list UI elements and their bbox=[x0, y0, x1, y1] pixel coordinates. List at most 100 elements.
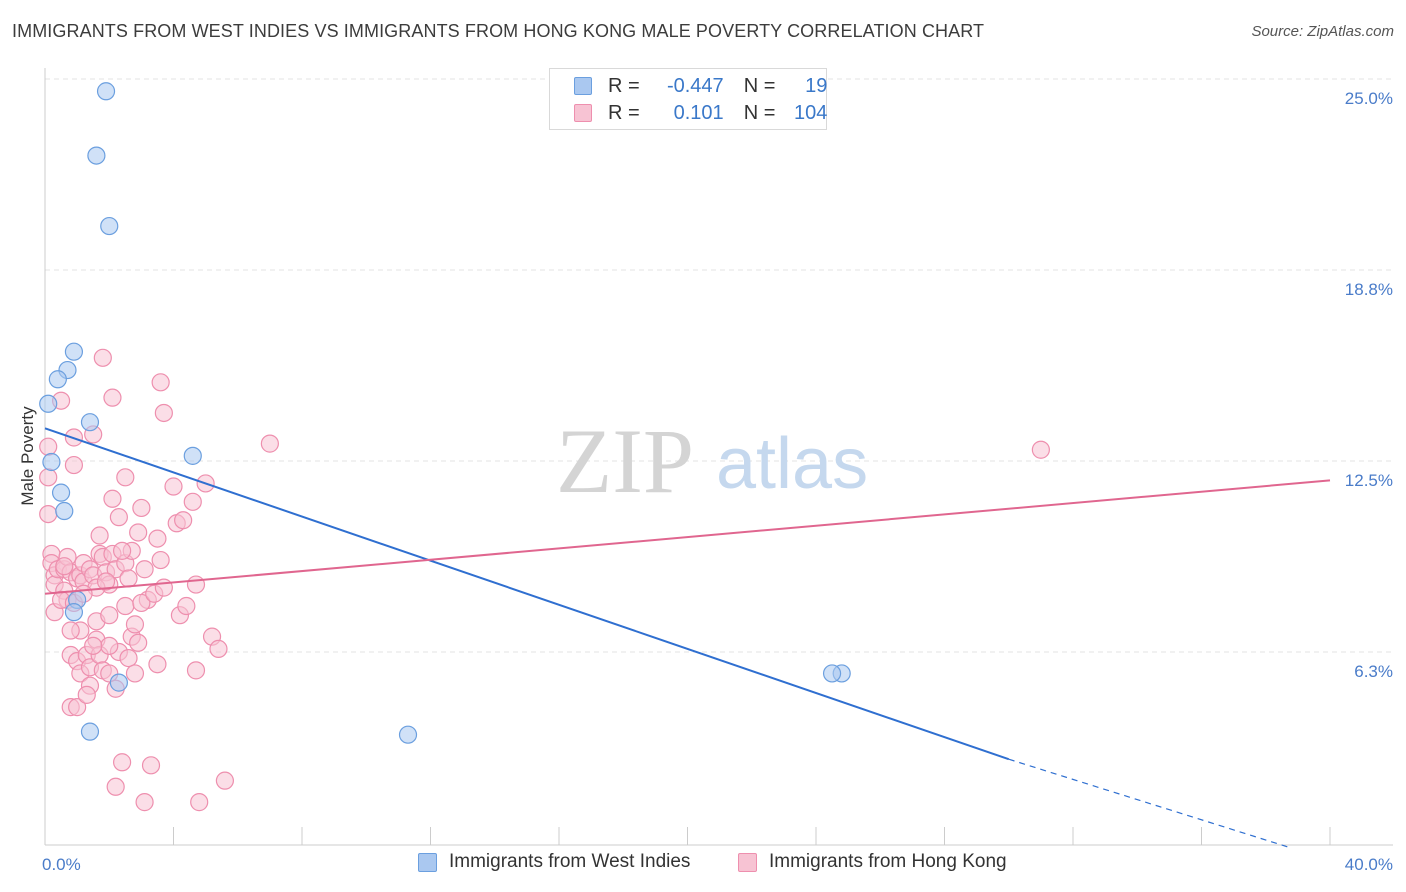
hong-kong-point bbox=[106, 777, 125, 796]
watermark-atlas: atlas bbox=[716, 424, 868, 504]
hong-kong-point bbox=[148, 529, 167, 548]
hong-kong-point bbox=[132, 498, 151, 518]
hong-kong-point bbox=[141, 756, 161, 775]
west-indies-point bbox=[822, 664, 842, 683]
west-indies-point bbox=[80, 413, 100, 432]
hong-kong-point bbox=[96, 572, 116, 591]
west-indies-point bbox=[398, 725, 418, 744]
hong-kong-point bbox=[119, 648, 138, 668]
hong-kong-point bbox=[209, 639, 228, 659]
west-indies-trend-line bbox=[44, 427, 1010, 761]
hong-kong-point bbox=[61, 621, 80, 640]
hong-kong-point bbox=[119, 569, 138, 588]
west-indies-point bbox=[87, 146, 106, 165]
r-value: 0.101 bbox=[673, 101, 724, 124]
west-indies-point bbox=[39, 394, 58, 413]
y-tick-label: 25.0% bbox=[1345, 89, 1393, 108]
hong-kong-point bbox=[100, 606, 119, 625]
west-indies-point bbox=[64, 603, 84, 622]
y-axis-label: Male Poverty bbox=[18, 406, 37, 506]
pink-swatch-icon bbox=[574, 104, 592, 122]
hong-kong-point bbox=[129, 523, 148, 542]
legend-label-hong-kong: Immigrants from Hong Kong bbox=[769, 851, 1007, 872]
grid-lines bbox=[45, 78, 1393, 653]
hong-kong-point bbox=[84, 636, 103, 655]
legend-item-west-indies[interactable]: Immigrants from West Indies bbox=[418, 851, 690, 873]
hong-kong-point bbox=[39, 504, 58, 524]
pink-swatch-icon bbox=[738, 852, 757, 872]
blue-swatch-icon bbox=[574, 77, 592, 95]
west-indies-point bbox=[100, 216, 119, 236]
hong-kong-point bbox=[174, 511, 193, 530]
hong-kong-point bbox=[90, 526, 109, 545]
hong-kong-point bbox=[103, 489, 122, 508]
hong-kong-point bbox=[39, 468, 58, 487]
hong-kong-point bbox=[186, 575, 206, 594]
west-indies-point bbox=[64, 342, 84, 361]
y-tick-label: 18.8% bbox=[1345, 280, 1393, 299]
source-label: Source: ZipAtlas.com bbox=[1251, 23, 1394, 40]
hong-kong-point bbox=[183, 492, 202, 511]
hong-kong-point bbox=[151, 550, 170, 570]
r-label: R = bbox=[608, 74, 640, 97]
hong-kong-point bbox=[100, 636, 119, 655]
x-tick-label: 0.0% bbox=[42, 855, 81, 874]
legend-label-west-indies: Immigrants from West Indies bbox=[449, 851, 691, 872]
hong-kong-point bbox=[186, 661, 206, 680]
legend-row-west-indies: R = -0.447 N = 19 bbox=[574, 74, 827, 98]
west-indies-point bbox=[80, 722, 100, 741]
n-label: N = bbox=[743, 101, 776, 124]
series-legend: Immigrants from West Indies Immigrants f… bbox=[0, 851, 1406, 877]
hong-kong-point bbox=[260, 434, 279, 453]
west-indies-point bbox=[51, 483, 71, 502]
hong-kong-points bbox=[39, 348, 1050, 812]
tick-labels: 6.3% 12.5% 18.8% 25.0% 0.0% 40.0% bbox=[42, 89, 1393, 874]
hong-kong-point bbox=[135, 560, 154, 579]
hong-kong-point bbox=[164, 477, 183, 496]
hong-kong-point bbox=[112, 753, 132, 772]
west-indies-trend-extension bbox=[1008, 758, 1292, 849]
hong-kong-point bbox=[109, 508, 128, 527]
hong-kong-point bbox=[132, 593, 151, 613]
hong-kong-point bbox=[125, 615, 145, 634]
hong-kong-point bbox=[215, 771, 234, 790]
west-indies-point bbox=[55, 501, 74, 521]
west-indies-point bbox=[109, 673, 128, 692]
hong-kong-point bbox=[148, 655, 167, 674]
west-indies-points bbox=[39, 82, 851, 744]
chart-title: IMMIGRANTS FROM WEST INDIES VS IMMIGRANT… bbox=[12, 21, 985, 41]
hong-kong-point bbox=[154, 578, 173, 597]
hong-kong-point bbox=[68, 698, 87, 717]
hong-kong-point bbox=[177, 596, 196, 616]
west-indies-point bbox=[183, 446, 202, 465]
y-tick-label: 6.3% bbox=[1354, 662, 1393, 681]
hong-kong-point bbox=[112, 541, 132, 560]
hong-kong-point bbox=[190, 793, 209, 812]
hong-kong-point bbox=[103, 388, 122, 407]
n-label: N = bbox=[743, 74, 776, 97]
hong-kong-point bbox=[1031, 440, 1050, 459]
hong-kong-point bbox=[125, 664, 145, 683]
r-value: -0.447 bbox=[666, 74, 724, 97]
hong-kong-point bbox=[39, 437, 58, 456]
legend-item-hong-kong[interactable]: Immigrants from Hong Kong bbox=[738, 851, 1007, 873]
west-indies-point bbox=[48, 370, 67, 389]
trend-lines bbox=[44, 427, 1331, 849]
stats-legend: R = -0.447 N = 19 R = 0.101 N = 104 bbox=[549, 68, 827, 130]
watermark: ZIP atlas bbox=[556, 410, 868, 512]
watermark-zip: ZIP bbox=[556, 410, 694, 512]
hong-kong-point bbox=[55, 557, 74, 576]
hong-kong-point bbox=[135, 793, 154, 812]
west-indies-point bbox=[96, 82, 116, 101]
hong-kong-point bbox=[151, 373, 170, 392]
hong-kong-point bbox=[116, 468, 135, 487]
y-tick-label: 12.5% bbox=[1345, 471, 1393, 490]
hong-kong-point bbox=[154, 403, 173, 423]
n-value: 104 bbox=[794, 101, 828, 124]
hong-kong-point bbox=[93, 348, 112, 367]
hong-kong-point bbox=[129, 633, 148, 652]
blue-swatch-icon bbox=[418, 852, 437, 872]
west-indies-point bbox=[42, 452, 61, 472]
hong-kong-point bbox=[64, 455, 84, 475]
